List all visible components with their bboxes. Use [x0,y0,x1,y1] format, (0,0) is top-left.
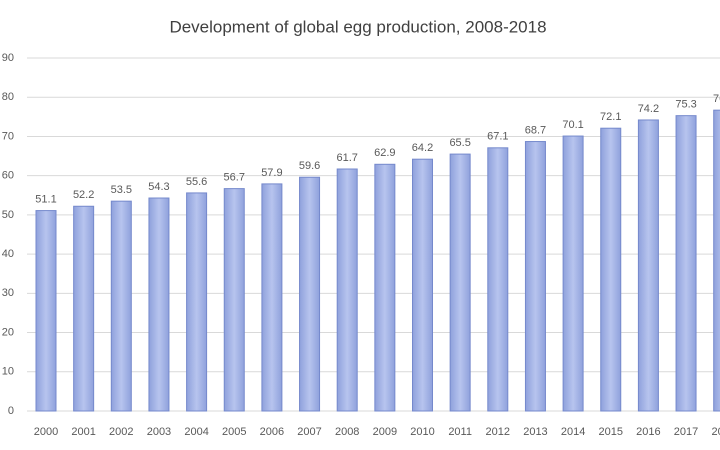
value-label: 61.7 [336,152,357,164]
x-tick-label: 2001 [71,426,95,438]
bar [412,158,433,412]
bar [562,135,584,412]
bar [374,163,396,412]
value-label: 54.3 [148,181,169,193]
bar [35,210,57,412]
bar [713,109,720,412]
bar [148,197,170,412]
value-label: 76.7 [713,93,720,105]
y-tick-label: 50 [2,209,14,221]
value-label: 64.2 [412,142,433,154]
bar [73,205,95,412]
y-tick-label: 60 [2,170,14,182]
bar [524,141,546,412]
value-label: 75.3 [675,99,696,111]
value-label: 65.5 [449,137,470,149]
y-tick-label: 90 [2,52,14,64]
y-tick-label: 20 [2,326,14,338]
bar [487,147,509,412]
x-tick-label: 2005 [222,426,246,438]
x-tick-label: 2004 [184,426,208,438]
y-tick-label: 80 [2,91,14,103]
value-label: 52.2 [73,189,94,201]
bar [110,200,132,412]
bar [299,176,321,412]
x-tick-label: 2013 [523,426,547,438]
value-label: 72.1 [600,111,621,123]
y-tick-label: 40 [2,248,14,260]
bar [600,127,622,412]
x-tick-label: 2007 [297,426,321,438]
x-tick-label: 2010 [410,426,434,438]
x-tick-label: 2011 [448,426,472,438]
value-label: 68.7 [525,124,546,136]
bar [637,119,659,412]
value-label: 62.9 [374,147,395,159]
x-tick-label: 2016 [636,426,660,438]
x-tick-label: 2009 [373,426,397,438]
value-label: 53.5 [111,184,132,196]
x-tick-label: 2018 [711,426,720,438]
x-tick-label: 2003 [147,426,171,438]
value-label: 56.7 [224,172,245,184]
chart-title: Development of global egg production, 20… [169,17,546,36]
bar [223,188,245,412]
y-tick-label: 0 [8,405,14,417]
value-label: 67.1 [487,131,508,143]
value-label: 74.2 [638,103,659,115]
value-label: 51.1 [35,193,56,205]
bar [186,192,208,412]
value-label: 59.6 [299,160,320,172]
value-label: 70.1 [562,119,583,131]
x-tick-label: 2017 [674,426,698,438]
x-tick-label: 2008 [335,426,359,438]
x-tick-label: 2000 [34,426,58,438]
y-tick-label: 70 [2,130,14,142]
x-tick-label: 2006 [260,426,284,438]
value-label: 55.6 [186,176,207,188]
y-tick-label: 30 [2,287,14,299]
bar [336,168,358,412]
x-tick-label: 2015 [599,426,623,438]
x-tick-label: 2002 [109,426,133,438]
bar [675,115,697,412]
value-label: 57.9 [261,167,282,179]
x-tick-label: 2012 [486,426,510,438]
y-tick-label: 10 [2,366,14,378]
x-tick-label: 2014 [561,426,585,438]
bar [261,183,283,412]
bar [449,153,471,412]
